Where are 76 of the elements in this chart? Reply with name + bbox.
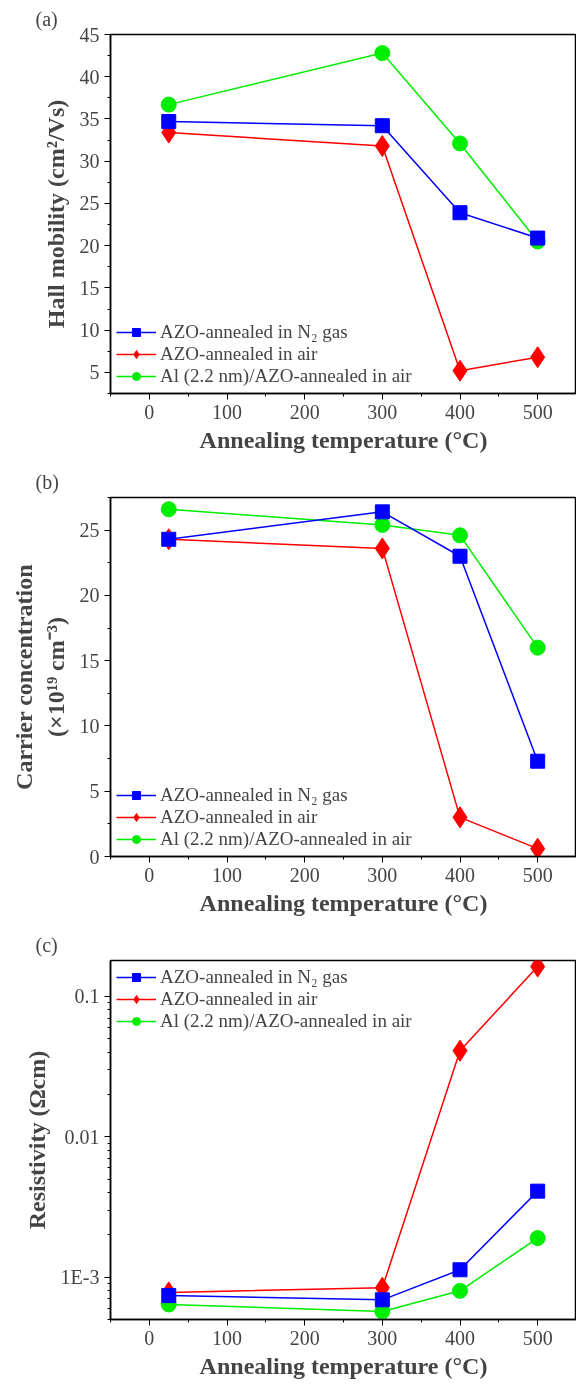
- point: [530, 230, 546, 246]
- y-tick-label: 10: [79, 714, 100, 737]
- point: [530, 753, 546, 769]
- y-tick-label: 5: [89, 780, 100, 803]
- point: [161, 1288, 177, 1304]
- y-tick-label: 25: [79, 192, 100, 215]
- y-tick-label: 0: [89, 845, 100, 868]
- x-tick-label: 500: [522, 1326, 553, 1349]
- y-axis-title: Resistivity (Ωcm): [23, 1050, 50, 1230]
- x-tick-label: 300: [367, 863, 398, 886]
- chart-title: (b): [35, 470, 59, 494]
- y-tick-label: 1E-3: [60, 1266, 100, 1289]
- point: [452, 1282, 468, 1299]
- y-axis-title: Hall mobility (cm²/Vs): [42, 99, 69, 329]
- chart-title: (c): [35, 933, 58, 957]
- y-tick-label: 25: [79, 519, 100, 542]
- x-tick-label: 400: [445, 1326, 475, 1349]
- point: [374, 1292, 390, 1308]
- x-tick-label: 200: [289, 400, 320, 423]
- y-tick-label: 0.1: [74, 985, 100, 1008]
- point: [530, 1183, 546, 1199]
- y-tick-label: 20: [79, 234, 100, 257]
- x-tick-label: 0: [144, 863, 155, 886]
- point: [374, 118, 390, 134]
- y-tick-label: 15: [79, 276, 100, 299]
- y-tick-label: 5: [89, 361, 100, 384]
- x-tick-label: 400: [445, 863, 475, 886]
- chart-title: (a): [35, 7, 58, 31]
- legend-label: AZO-annealed in air: [160, 806, 318, 828]
- x-tick-label: 0: [144, 1326, 155, 1349]
- x-tick-label: 0: [144, 400, 155, 423]
- y-tick-label: 0.01: [64, 1125, 100, 1148]
- y-tick-label: 40: [79, 65, 100, 88]
- x-axis-title: Annealing temperature (°C): [199, 1352, 488, 1379]
- x-tick-label: 100: [212, 863, 242, 886]
- point: [374, 504, 390, 520]
- point: [160, 96, 177, 113]
- legend-label: AZO-annealed in N₂ gas: [160, 321, 348, 343]
- x-tick-label: 500: [522, 863, 553, 886]
- y-tick-label: 35: [79, 107, 100, 130]
- y-tick-label: 30: [79, 150, 100, 173]
- x-tick-label: 300: [367, 400, 398, 423]
- y-tick-label: 15: [79, 649, 100, 672]
- x-tick-label: 300: [367, 1326, 398, 1349]
- point: [452, 1262, 468, 1278]
- y-axis-title: Carrier concentration (×10¹⁹ cm⁻³): [11, 564, 69, 790]
- point: [530, 837, 546, 857]
- legend-label: Al (2.2 nm)/AZO-annealed in air: [160, 828, 412, 850]
- x-tick-label: 100: [212, 400, 242, 423]
- x-axis-title: Annealing temperature (°C): [199, 889, 488, 916]
- point: [160, 501, 177, 518]
- legend-label: Al (2.2 nm)/AZO-annealed in air: [160, 1010, 412, 1032]
- legend-label: AZO-annealed in air: [160, 343, 318, 365]
- point: [529, 639, 546, 656]
- x-axis-title: Annealing temperature (°C): [199, 426, 488, 453]
- point: [452, 205, 468, 221]
- x-tick-label: 500: [522, 400, 553, 423]
- y-tick-label: 45: [79, 23, 100, 46]
- x-tick-label: 100: [212, 1326, 242, 1349]
- x-tick-label: 400: [445, 400, 475, 423]
- x-tick-label: 200: [289, 863, 320, 886]
- point: [374, 45, 391, 62]
- y-tick-label: 20: [79, 584, 100, 607]
- y-tick-label: 10: [79, 319, 100, 342]
- legend-label: Al (2.2 nm)/AZO-annealed in air: [160, 365, 412, 387]
- point: [374, 135, 390, 157]
- point: [161, 114, 177, 129]
- point: [529, 1230, 546, 1247]
- legend-label: AZO-annealed in N₂ gas: [160, 966, 348, 988]
- legend-label: AZO-annealed in N₂ gas: [160, 784, 348, 806]
- point: [452, 548, 468, 564]
- point: [452, 135, 468, 152]
- x-tick-label: 200: [289, 1326, 320, 1349]
- point: [161, 531, 177, 547]
- legend-label: AZO-annealed in air: [160, 988, 318, 1010]
- point: [452, 527, 468, 544]
